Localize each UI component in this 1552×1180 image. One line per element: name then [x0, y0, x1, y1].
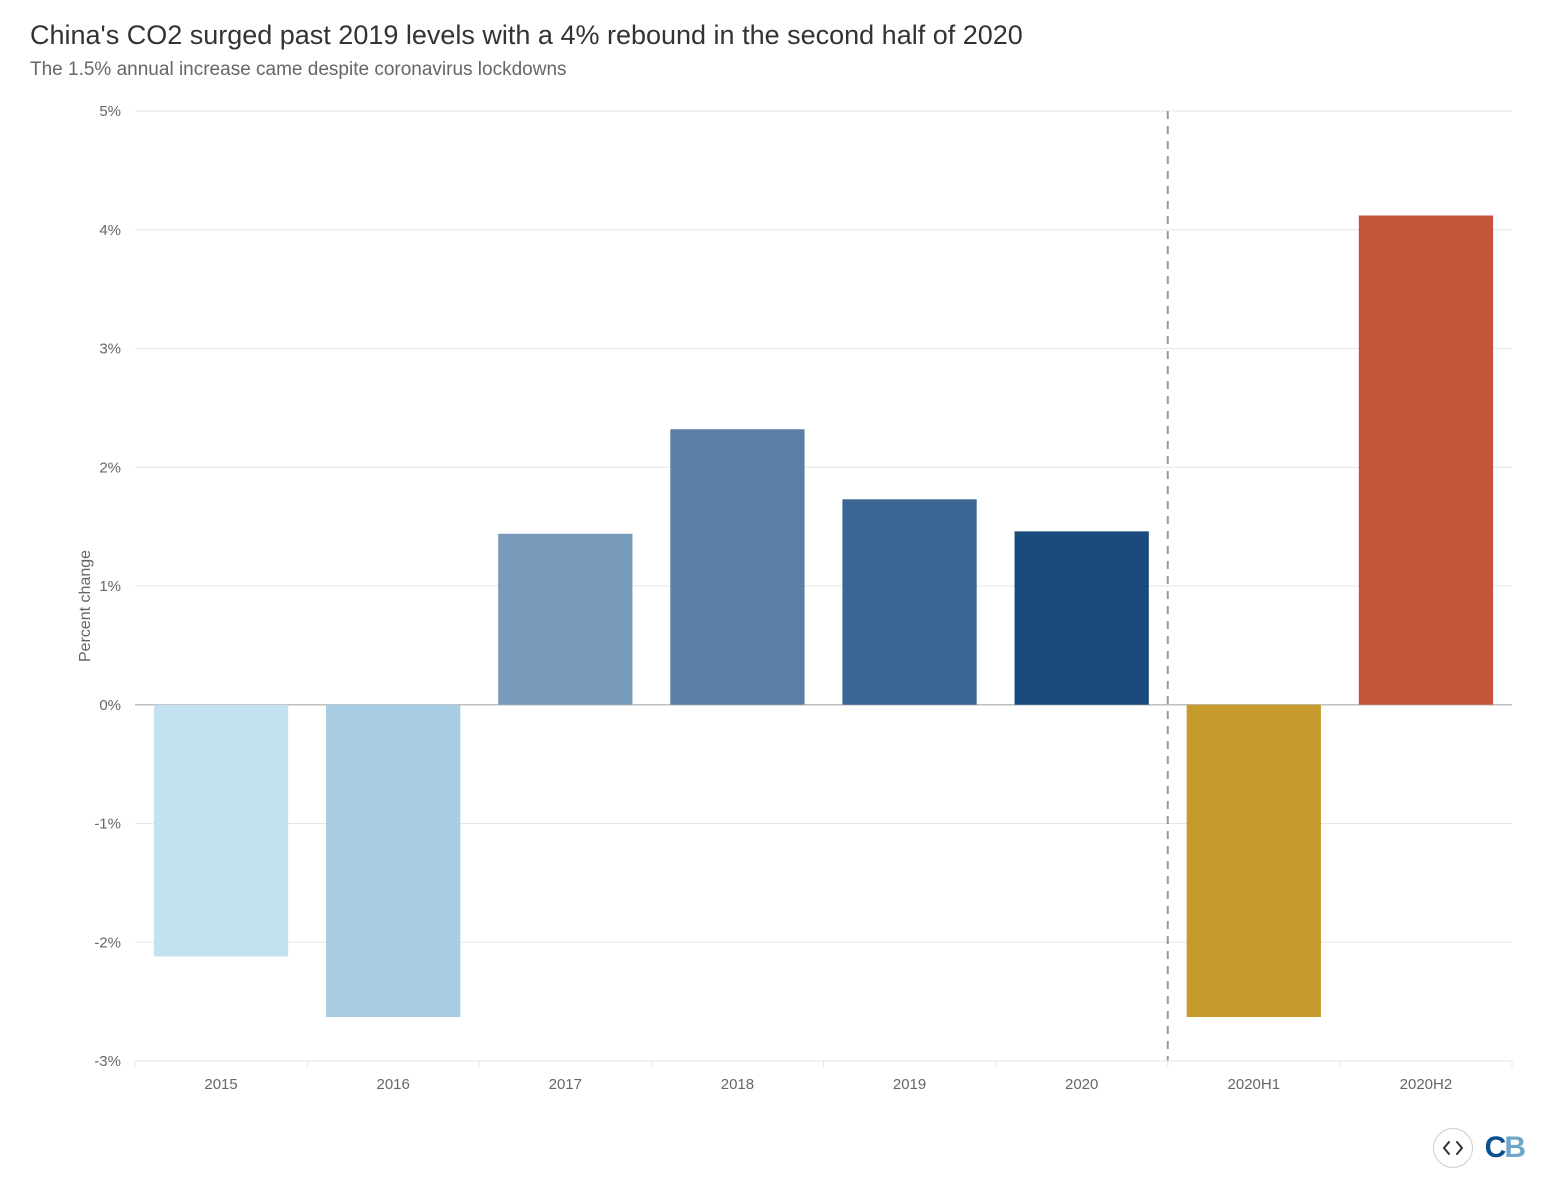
bar [1015, 531, 1149, 704]
chart-subtitle: The 1.5% annual increase came despite co… [30, 59, 1522, 81]
svg-text:5%: 5% [99, 103, 121, 120]
footer-controls: CB [1433, 1128, 1524, 1168]
svg-text:2020H1: 2020H1 [1228, 1076, 1281, 1093]
svg-text:2018: 2018 [721, 1076, 754, 1093]
svg-text:2020: 2020 [1065, 1076, 1098, 1093]
svg-text:1%: 1% [99, 578, 121, 595]
svg-text:2016: 2016 [377, 1076, 410, 1093]
svg-text:3%: 3% [99, 341, 121, 358]
code-icon [1443, 1141, 1463, 1155]
svg-text:2%: 2% [99, 459, 121, 476]
embed-button[interactable] [1433, 1128, 1473, 1168]
cb-logo-b: B [1504, 1131, 1524, 1164]
svg-text:-1%: -1% [94, 816, 121, 833]
bar [326, 705, 460, 1017]
svg-text:2020H2: 2020H2 [1400, 1076, 1453, 1093]
svg-text:2015: 2015 [204, 1076, 237, 1093]
chart-title: China's CO2 surged past 2019 levels with… [30, 20, 1522, 51]
cb-logo: CB [1485, 1131, 1524, 1165]
bar [1187, 705, 1321, 1017]
bar [670, 429, 804, 705]
chart-area: Percent change -3% -2% -1% 0% 1% 2% 3% 4% 5% 2015… [30, 101, 1522, 1111]
bar [154, 705, 288, 957]
bar [842, 499, 976, 704]
bar [498, 534, 632, 705]
y-axis-label: Percent change [77, 550, 95, 662]
svg-text:2017: 2017 [549, 1076, 582, 1093]
svg-text:2019: 2019 [893, 1076, 926, 1093]
svg-text:-2%: -2% [94, 934, 121, 951]
svg-text:0%: 0% [99, 697, 121, 714]
svg-text:4%: 4% [99, 222, 121, 239]
bar [1359, 216, 1493, 705]
svg-text:-3%: -3% [94, 1053, 121, 1070]
cb-logo-c: C [1485, 1131, 1505, 1164]
bar-chart: -3% -2% -1% 0% 1% 2% 3% 4% 5% 2015 2016 2017 2018 201… [30, 101, 1522, 1111]
